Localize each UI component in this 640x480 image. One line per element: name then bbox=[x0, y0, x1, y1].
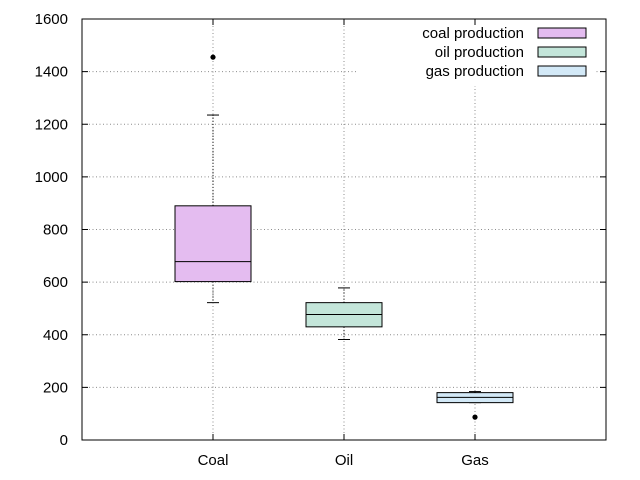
iqr-box bbox=[174, 205, 252, 283]
x-tick-label-coal: Coal bbox=[198, 452, 229, 469]
y-tick-label: 200 bbox=[43, 379, 68, 396]
legend-item: oil production bbox=[435, 44, 587, 61]
legend-label: oil production bbox=[435, 44, 524, 61]
y-tick-label: 0 bbox=[60, 432, 68, 449]
outlier-point bbox=[472, 414, 478, 420]
legend-item: coal production bbox=[422, 25, 587, 42]
legend-label: coal production bbox=[422, 25, 524, 42]
y-tick-label: 1200 bbox=[35, 116, 68, 133]
legend-swatch bbox=[537, 27, 587, 39]
box-gas bbox=[436, 391, 514, 420]
legend: coal production oil production gas product… bbox=[422, 25, 587, 80]
y-tick-label: 800 bbox=[43, 222, 68, 239]
legend-swatch bbox=[537, 65, 587, 77]
x-tick-label-gas: Gas bbox=[461, 452, 489, 469]
boxes bbox=[174, 54, 514, 420]
box-oil bbox=[305, 287, 383, 340]
y-tick-label: 600 bbox=[43, 274, 68, 291]
y-tick-label: 1000 bbox=[35, 169, 68, 186]
box-coal bbox=[174, 54, 252, 304]
y-tick-label: 1600 bbox=[35, 11, 68, 28]
legend-item: gas production bbox=[426, 63, 587, 80]
y-tick-label: 1400 bbox=[35, 64, 68, 81]
legend-label: gas production bbox=[426, 63, 524, 80]
y-axis: 0 200 400 600 800 1000 1200 1400 1600 bbox=[35, 11, 606, 449]
y-tick-label: 400 bbox=[43, 327, 68, 344]
legend-swatch bbox=[537, 46, 587, 58]
x-tick-label-oil: Oil bbox=[335, 452, 353, 469]
outlier-point bbox=[210, 54, 216, 60]
x-axis: Coal Oil Gas bbox=[198, 19, 489, 469]
